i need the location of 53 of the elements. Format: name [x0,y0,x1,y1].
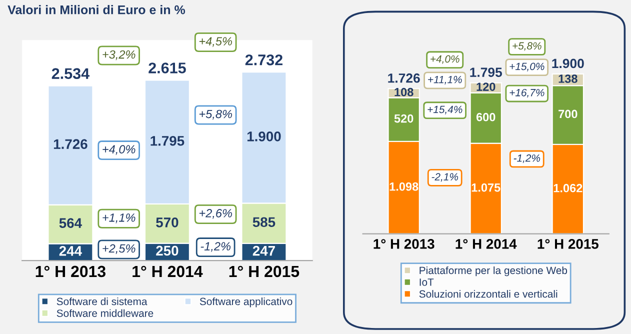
annotation: +16,7% [510,88,544,98]
data-label: 1.098 [390,182,418,191]
text: +4,5% [199,37,232,47]
data-label: 564 [59,218,82,228]
data-label: 1.795 [150,136,184,146]
total-label: 1.726 [388,73,420,83]
data-label: 138 [558,74,578,83]
chart-title: Valori in Milioni di Euro e in % [8,5,186,14]
annotation: +1,1% [102,213,136,224]
annotation: +2,6% [199,209,232,219]
total-label: 2.732 [245,54,282,66]
annotation: +4,0% [102,145,136,155]
legend-label: Software middleware [56,309,154,317]
annotation: +15,4% [428,106,462,114]
data-label: 1.900 [247,132,281,142]
data-label: 1.075 [472,183,500,192]
x-tick-label: 1° H 2013 [374,239,434,249]
legend-label: Software di sistema [56,298,148,306]
data-label: 247 [252,246,275,256]
total-label: 2.615 [148,62,186,74]
text: +4,0% [430,55,460,64]
data-label: 244 [59,246,82,256]
annotation: +5,8% [199,110,232,120]
annotation: -1,2% [514,154,540,164]
text: +15,0% [510,62,544,72]
data-label: 108 [394,88,414,96]
data-label: 1.726 [54,139,88,150]
legend-label: Software applicativo [200,298,292,308]
x-tick-label: 1° H 2013 [36,266,106,278]
text: +3,2% [102,50,136,60]
data-label: 250 [156,246,178,256]
x-tick-label: 1° H 2014 [456,239,517,249]
annotation: -1,2% [200,242,231,252]
total-label: 1.795 [470,68,502,77]
data-label: 585 [252,217,276,228]
text: +5,8% [512,42,542,51]
data-label: 120 [476,82,496,91]
data-label: 520 [394,114,414,123]
legend-label: IoT [420,278,434,286]
annotation: -2,1% [432,173,458,182]
data-label: 700 [558,110,578,118]
annotation: +11,1% [428,76,462,84]
annotation: +2,5% [102,244,136,254]
data-label: 1.062 [554,184,582,192]
x-tick-label: 1° H 2015 [538,239,598,249]
total-label: 1.900 [552,58,584,68]
legend-label: Piattaforme per la gestione Web [420,266,568,276]
x-tick-label: 1° H 2014 [132,266,203,278]
legend-label: Soluzioni orizzontali e verticali [419,290,558,298]
data-label: 570 [156,218,178,228]
total-label: 2.534 [52,68,90,79]
x-tick-label: 1° H 2015 [229,266,300,278]
data-label: 600 [476,112,496,122]
